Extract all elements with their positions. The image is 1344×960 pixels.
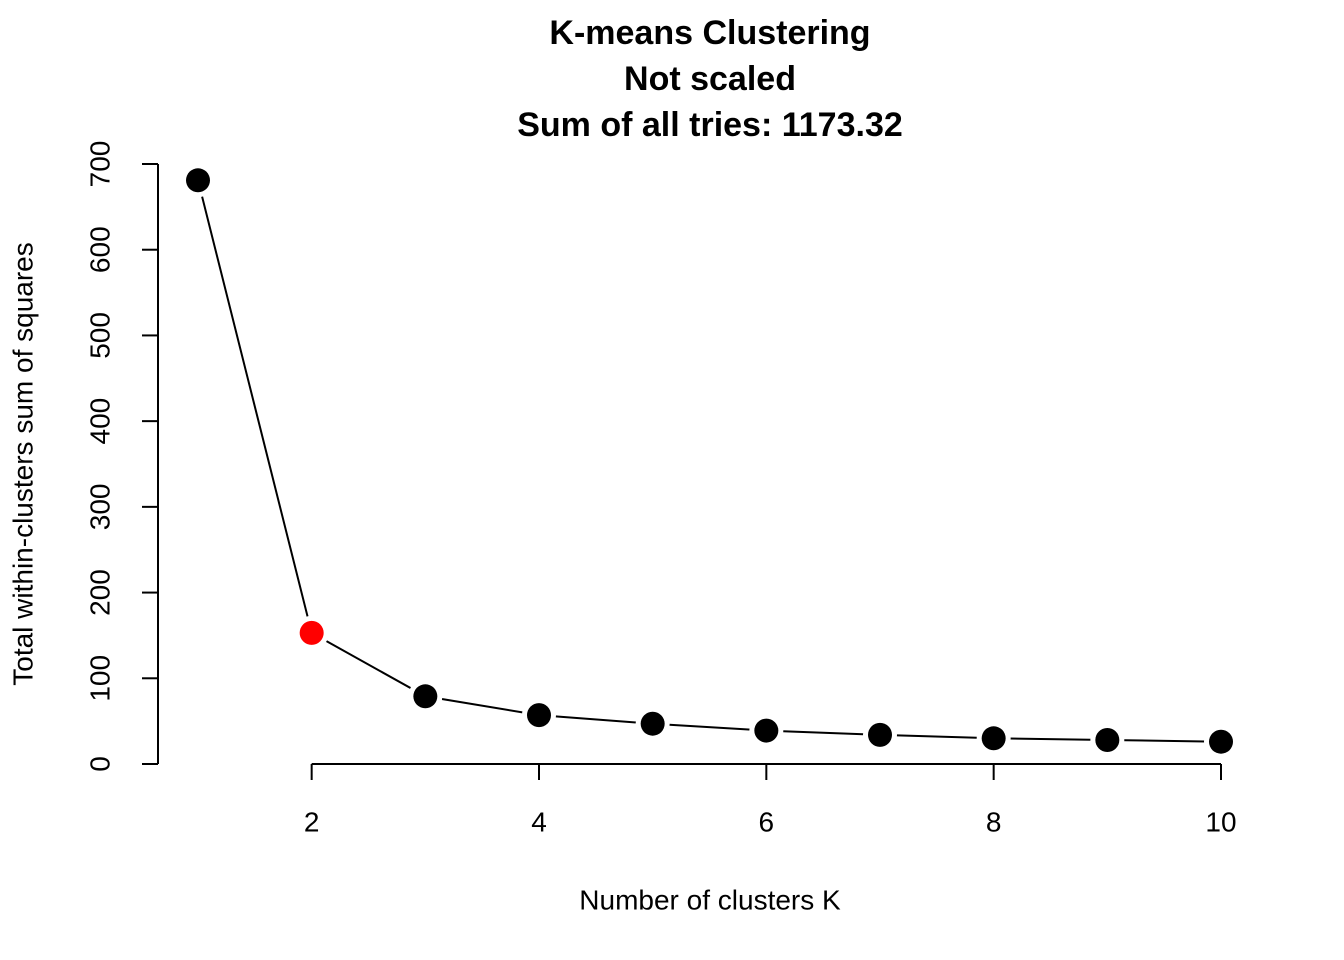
y-tick-label: 500	[84, 312, 115, 359]
chart-subtitle: Sum of all tries: 1173.32	[517, 106, 903, 144]
x-tick-label: 10	[1205, 806, 1236, 837]
y-tick-label: 200	[84, 569, 115, 616]
y-tick-label: 700	[84, 141, 115, 188]
point	[181, 163, 215, 198]
x-tick-label: 6	[759, 806, 775, 837]
point	[976, 721, 1011, 756]
y-tick-label: 400	[84, 398, 115, 445]
y-tick-label: 600	[84, 226, 115, 273]
x-axis-label: Number of clusters K	[579, 884, 841, 915]
x-tick-label: 8	[986, 806, 1002, 837]
y-tick-label: 100	[84, 655, 115, 702]
point	[408, 679, 443, 714]
point	[635, 706, 670, 741]
point	[749, 713, 784, 748]
x-tick-label: 4	[531, 806, 547, 837]
chart-title: K-means Clustering	[549, 14, 870, 52]
point	[1090, 723, 1125, 757]
y-tick-label: 0	[84, 756, 115, 772]
line	[197, 180, 1222, 743]
y-tick-label: 300	[84, 483, 115, 530]
point	[522, 698, 556, 733]
chart-subtitle: Not scaled	[624, 60, 796, 98]
y-axis-label: Total within-clusters sum of squares	[7, 242, 38, 686]
x-tick-label: 2	[304, 806, 320, 837]
point	[863, 717, 897, 752]
point	[1204, 724, 1238, 759]
point	[294, 615, 329, 650]
